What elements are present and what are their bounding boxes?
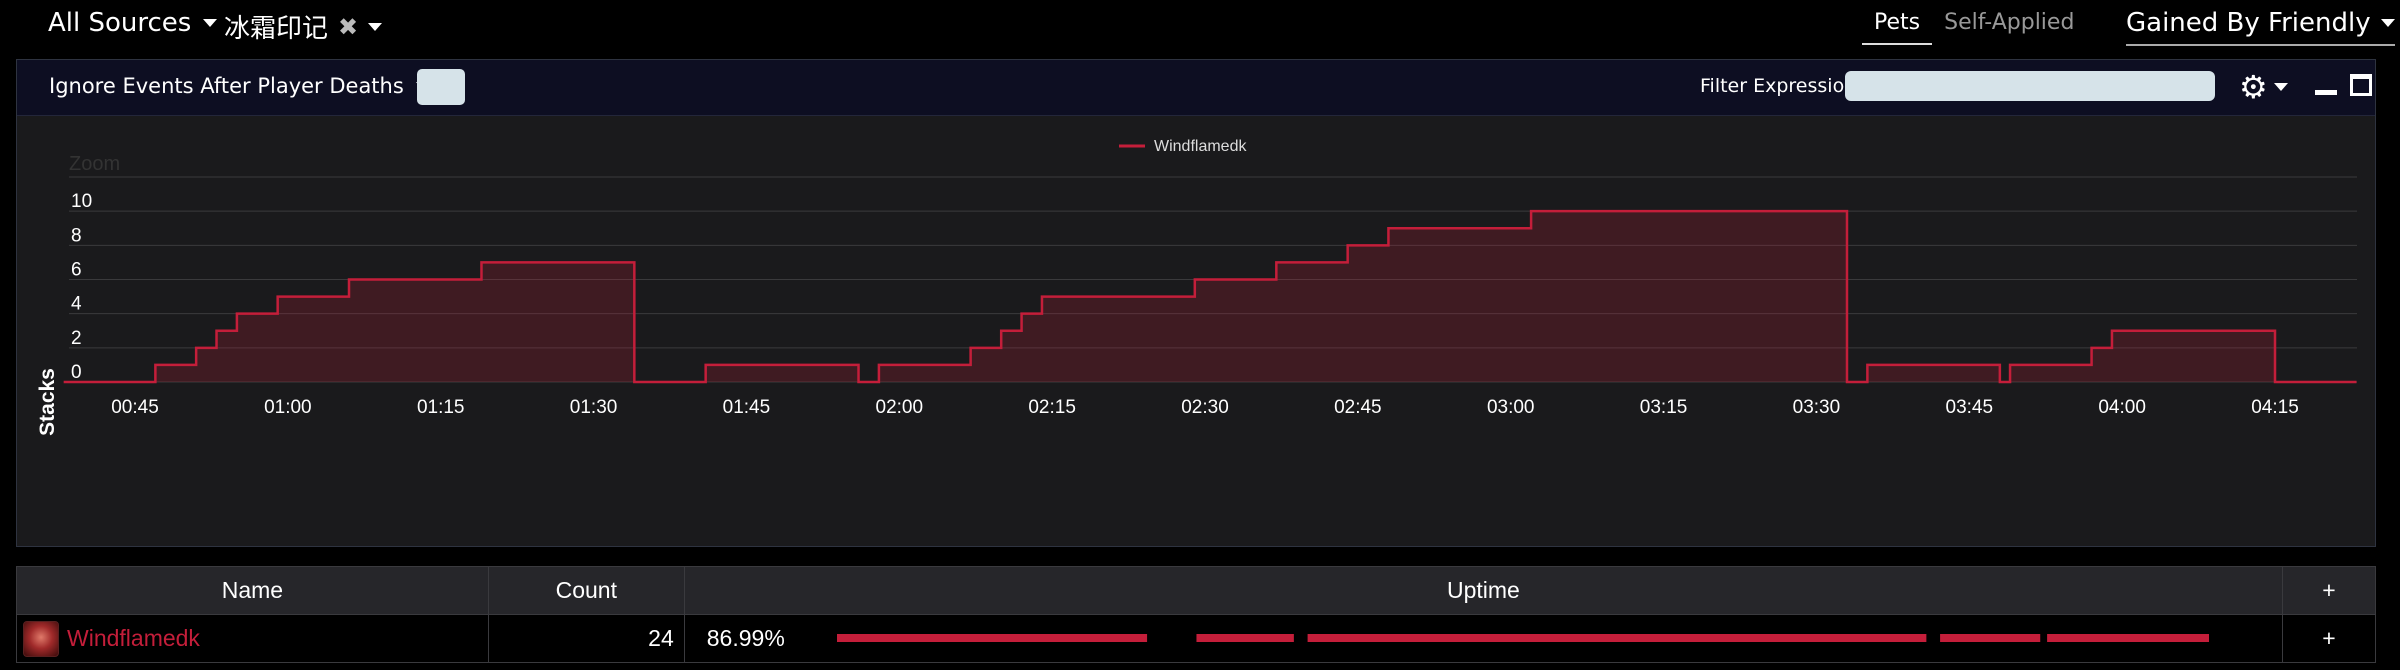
series-line-windflamedk (63, 209, 2357, 384)
player-name-link[interactable]: Windflamedk (67, 625, 200, 651)
x-axis-ticks: 00:45 01:00 01:15 01:30 01:45 02:00 02:15 02:30… (111, 397, 2299, 418)
x-tick-label: 04:00 (2098, 397, 2146, 418)
maximize-icon[interactable] (2350, 74, 2372, 96)
source-dropdown[interactable]: All Sources (48, 8, 218, 38)
y-tick-label: 10 (71, 191, 92, 212)
chart-panel-header: Ignore Events After Player Deaths Filter… (17, 60, 2375, 116)
x-tick-label: 01:45 (723, 397, 771, 418)
table-row[interactable]: Windflamedk 24 86.99% + (16, 614, 2376, 663)
x-tick-label: 01:30 (570, 397, 618, 418)
chevron-down-icon (203, 19, 218, 27)
chevron-down-icon (2380, 19, 2395, 27)
chart-gridlines (69, 176, 2357, 383)
stacks-chart[interactable]: 0 2 4 6 8 10 00:45 01:00 01:15 01:30 01:45 02:00 02… (17, 117, 2375, 547)
gear-icon: ⚙ (2239, 68, 2268, 106)
x-tick-label: 01:00 (264, 397, 312, 418)
x-tick-label: 01:15 (417, 397, 465, 418)
uptime-bar (836, 634, 2209, 642)
uptime-segment (1196, 634, 1294, 642)
x-tick-label: 00:45 (111, 397, 159, 418)
filter-expression-input[interactable] (1845, 71, 2215, 101)
uptime-segment (2046, 634, 2209, 642)
class-icon (23, 620, 59, 657)
row-add-button[interactable]: + (2282, 614, 2376, 663)
legend-label: Windflamedk (1154, 138, 1247, 155)
count-cell: 24 (487, 614, 685, 663)
uptime-segment (1307, 634, 1927, 642)
x-tick-label: 02:00 (876, 397, 924, 418)
x-tick-label: 04:15 (2251, 397, 2299, 418)
uptime-percent: 86.99% (706, 625, 785, 651)
aura-table: Name Count Uptime + Windflamedk 24 86.99… (16, 566, 2376, 663)
gained-by-dropdown[interactable]: Gained By Friendly (2126, 8, 2395, 46)
y-tick-label: 2 (71, 328, 82, 349)
top-bar: All Sources 冰霜印记 ✖ Pets Self-Applied Gai… (0, 0, 2400, 56)
aura-label: 冰霜印记 (224, 14, 329, 44)
filter-expression-label: Filter Expression: (1700, 75, 1863, 97)
x-tick-label: 03:00 (1487, 397, 1535, 418)
source-label: All Sources (48, 8, 192, 38)
x-tick-label: 03:15 (1640, 397, 1688, 418)
x-tick-label: 03:30 (1793, 397, 1841, 418)
option-toggle[interactable] (417, 69, 465, 105)
header-count[interactable]: Count (487, 566, 685, 615)
y-tick-label: 8 (71, 225, 82, 246)
x-tick-label: 03:45 (1946, 397, 1994, 418)
name-cell[interactable]: Windflamedk (16, 614, 489, 663)
chart-panel: Ignore Events After Player Deaths Filter… (16, 59, 2376, 547)
header-add-button[interactable]: + (2282, 566, 2376, 615)
gained-by-label: Gained By Friendly (2126, 8, 2371, 38)
tab-pets[interactable]: Pets (1862, 8, 1933, 45)
clear-aura-icon[interactable]: ✖ (338, 12, 359, 41)
x-tick-label: 02:15 (1028, 397, 1076, 418)
aura-dropdown[interactable]: 冰霜印记 ✖ (224, 8, 383, 45)
settings-dropdown[interactable]: ⚙ (2239, 68, 2288, 106)
x-tick-label: 02:30 (1181, 397, 1229, 418)
header-name[interactable]: Name (16, 566, 489, 615)
header-uptime[interactable]: Uptime (683, 566, 2284, 615)
tab-self-applied[interactable]: Self-Applied (1944, 10, 2075, 35)
minimize-icon[interactable] (2315, 90, 2337, 95)
chevron-down-icon (2273, 83, 2288, 91)
uptime-segment (1939, 634, 2041, 642)
table-header-row: Name Count Uptime + (16, 566, 2376, 615)
view-tabs: Pets Self-Applied (1862, 8, 2086, 45)
uptime-segment (836, 634, 1147, 642)
y-tick-label: 0 (71, 362, 82, 383)
y-tick-label: 4 (71, 294, 82, 315)
y-axis-ticks: 0 2 4 6 8 10 (71, 191, 92, 383)
y-tick-label: 6 (71, 260, 82, 281)
ignore-events-dropdown[interactable]: Ignore Events After Player Deaths (49, 74, 430, 98)
x-tick-label: 02:45 (1334, 397, 1382, 418)
y-axis-label: Stacks (36, 368, 59, 436)
zoom-label[interactable]: Zoom (69, 153, 120, 175)
legend[interactable]: Windflamedk (1119, 138, 1247, 155)
ignore-events-label: Ignore Events After Player Deaths (49, 74, 404, 98)
chevron-down-icon (368, 22, 383, 31)
uptime-cell: 86.99% (683, 614, 2284, 663)
series-area-windflamedk (63, 211, 2357, 382)
